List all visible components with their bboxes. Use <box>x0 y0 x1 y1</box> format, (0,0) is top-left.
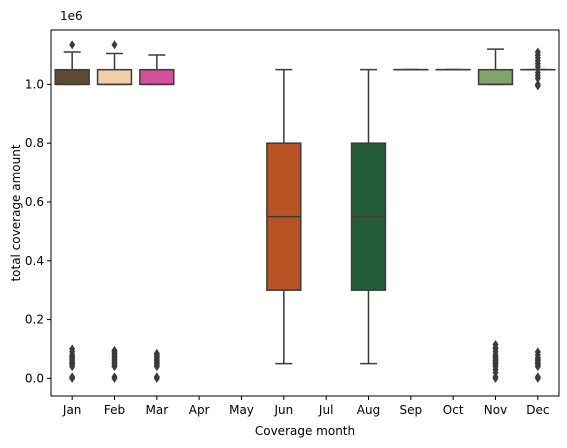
y-offset-label: 1e6 <box>60 9 83 23</box>
outlier-point <box>153 373 160 383</box>
x-tick-label: Jul <box>318 403 333 417</box>
box-feb <box>96 40 133 383</box>
plot-frame <box>50 29 560 397</box>
y-tick-label: 0.8 <box>25 136 44 150</box>
outlier-point <box>69 373 76 383</box>
outlier-point <box>111 362 118 372</box>
box-body <box>96 68 133 86</box>
x-tick-label: Dec <box>526 403 549 417</box>
plot-marks <box>54 40 556 383</box>
x-tick-label: Jun <box>273 403 293 417</box>
y-tick-label: 1.0 <box>25 77 44 91</box>
y-tick-label: 0.6 <box>25 195 44 209</box>
x-tick-label: May <box>229 403 254 417</box>
outlier-point <box>111 40 118 50</box>
box-nov <box>477 48 514 383</box>
x-axis-label: Coverage month <box>255 424 355 438</box>
x-tick-label: Nov <box>484 403 507 417</box>
outlier-point <box>534 373 541 383</box>
x-tick-label: Oct <box>443 403 464 417</box>
x-tick-label: Mar <box>146 403 169 417</box>
outlier-point <box>534 362 541 372</box>
outlier-point <box>69 362 76 372</box>
outlier-point <box>69 40 76 50</box>
box-aug <box>350 68 387 365</box>
box-body <box>477 68 514 86</box>
x-tick-label: Jan <box>62 403 82 417</box>
x-tick-label: Feb <box>104 403 125 417</box>
box-jun <box>266 68 302 365</box>
y-tick-label: 0.2 <box>25 313 44 327</box>
y-tick-label: 0.4 <box>25 254 44 268</box>
box-mar <box>139 54 175 383</box>
x-tick-label: Aug <box>357 403 380 417</box>
box-jan <box>54 40 90 383</box>
outlier-point <box>534 74 541 84</box>
x-tick-label: Apr <box>189 403 210 417</box>
outlier-point <box>111 373 118 383</box>
outlier-point <box>534 62 541 72</box>
y-tick-label: 0.0 <box>25 371 44 385</box>
outlier-point <box>492 373 499 383</box>
y-axis-label: total coverage amount <box>9 144 23 281</box>
x-tick-label: Sep <box>400 403 423 417</box>
box-dec <box>520 47 556 383</box>
axes: 0.0 0.2 0.4 0.6 0.8 1.0 Jan Feb Mar Apr May Jun Jul A… <box>25 77 550 417</box>
box-body <box>139 68 175 86</box>
outlier-point <box>153 362 160 372</box>
outlier-point <box>534 81 541 91</box>
box-body <box>54 68 90 86</box>
